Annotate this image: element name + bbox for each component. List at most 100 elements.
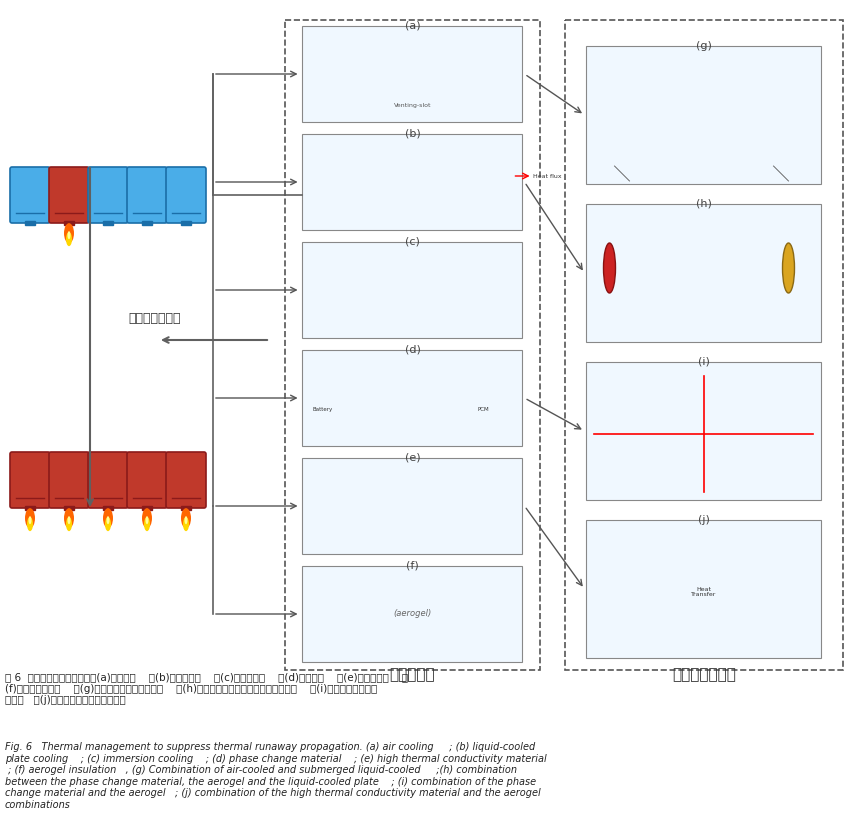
Bar xyxy=(586,362,821,500)
FancyBboxPatch shape xyxy=(165,167,206,223)
Text: 热失控传播抑制: 热失控传播抑制 xyxy=(129,312,181,324)
Bar xyxy=(327,398,497,408)
Bar xyxy=(387,259,412,325)
Circle shape xyxy=(725,372,791,438)
Bar xyxy=(302,242,522,338)
Ellipse shape xyxy=(28,516,32,524)
Bar xyxy=(413,46,451,107)
Bar xyxy=(322,583,502,649)
Ellipse shape xyxy=(184,516,188,524)
Circle shape xyxy=(616,431,682,496)
Bar xyxy=(327,386,497,396)
Bar xyxy=(459,259,484,325)
Bar xyxy=(317,46,355,107)
FancyBboxPatch shape xyxy=(165,452,206,508)
Bar xyxy=(594,376,813,492)
Bar xyxy=(417,508,517,543)
Text: Venting-slot: Venting-slot xyxy=(393,103,431,108)
Ellipse shape xyxy=(27,517,33,531)
Ellipse shape xyxy=(67,516,71,524)
Ellipse shape xyxy=(142,508,152,528)
Bar xyxy=(302,134,522,230)
Bar xyxy=(102,506,113,510)
Text: (e): (e) xyxy=(404,453,420,463)
Ellipse shape xyxy=(103,508,113,528)
Text: (aerogel): (aerogel) xyxy=(393,609,431,619)
Bar xyxy=(63,506,74,510)
Bar xyxy=(609,238,798,324)
Bar xyxy=(327,362,497,372)
Bar xyxy=(351,259,376,325)
Text: 热管理间的组合: 热管理间的组合 xyxy=(671,667,735,682)
Ellipse shape xyxy=(183,517,189,531)
FancyBboxPatch shape xyxy=(88,167,128,223)
Text: (c): (c) xyxy=(404,237,420,247)
Ellipse shape xyxy=(105,517,111,531)
Bar xyxy=(327,374,497,384)
Bar xyxy=(25,221,35,225)
Ellipse shape xyxy=(66,517,72,531)
Bar xyxy=(365,46,403,107)
Ellipse shape xyxy=(144,517,150,531)
Bar xyxy=(302,566,522,662)
FancyBboxPatch shape xyxy=(10,452,50,508)
Bar xyxy=(586,204,821,342)
Ellipse shape xyxy=(781,243,793,293)
Ellipse shape xyxy=(603,243,615,293)
Text: (h): (h) xyxy=(695,199,711,209)
Bar xyxy=(322,188,502,200)
Text: (b): (b) xyxy=(404,129,420,139)
Text: (g): (g) xyxy=(695,41,711,51)
Bar xyxy=(461,46,499,107)
Ellipse shape xyxy=(781,552,804,633)
Text: Battery: Battery xyxy=(312,407,333,412)
Bar xyxy=(309,256,515,324)
FancyBboxPatch shape xyxy=(10,167,50,223)
Ellipse shape xyxy=(64,223,74,243)
Bar xyxy=(322,174,502,186)
Bar xyxy=(312,470,412,505)
FancyBboxPatch shape xyxy=(88,452,128,508)
Text: Heat
Transfer: Heat Transfer xyxy=(690,587,716,598)
Circle shape xyxy=(616,372,682,438)
Bar xyxy=(63,221,74,225)
FancyBboxPatch shape xyxy=(127,167,167,223)
Bar xyxy=(180,221,191,225)
Bar xyxy=(302,458,522,554)
FancyBboxPatch shape xyxy=(49,167,89,223)
Bar xyxy=(322,146,502,158)
Ellipse shape xyxy=(181,508,191,528)
Text: (i): (i) xyxy=(697,357,709,367)
Text: (j): (j) xyxy=(697,515,709,525)
Text: Fig. 6   Thermal management to suppress thermal runaway propagation. (a) air coo: Fig. 6 Thermal management to suppress th… xyxy=(5,742,546,810)
Bar xyxy=(614,70,792,166)
Bar xyxy=(25,506,35,510)
Bar xyxy=(180,506,191,510)
Bar xyxy=(142,221,152,225)
Text: PCM: PCM xyxy=(477,407,489,412)
Bar xyxy=(586,46,821,184)
Bar xyxy=(586,520,821,658)
Text: 电池热管理: 电池热管理 xyxy=(389,667,435,682)
Circle shape xyxy=(725,431,791,496)
Bar xyxy=(322,160,502,172)
Text: (f): (f) xyxy=(406,561,418,571)
Bar xyxy=(423,259,448,325)
Ellipse shape xyxy=(145,516,148,524)
Bar xyxy=(302,26,522,122)
Bar xyxy=(327,410,497,420)
Bar xyxy=(302,350,522,446)
Ellipse shape xyxy=(603,552,624,633)
Bar xyxy=(312,508,412,543)
Bar xyxy=(102,221,113,225)
Text: 图 6  热管理抑制热失控传播。(a)空气冷却    ；(b)液冷板冷却    ；(c)浸没式冷却    ；(d)相变材料    ；(e)高导热材料    ；
: 图 6 热管理抑制热失控传播。(a)空气冷却 ；(b)液冷板冷却 ；(c)浸没式… xyxy=(5,672,408,706)
Text: Heat flux: Heat flux xyxy=(533,174,561,179)
FancyBboxPatch shape xyxy=(127,452,167,508)
Ellipse shape xyxy=(67,232,71,239)
Text: (d): (d) xyxy=(404,345,420,355)
Text: (a): (a) xyxy=(404,21,420,31)
Circle shape xyxy=(677,408,729,461)
Bar xyxy=(639,549,768,635)
Ellipse shape xyxy=(25,508,35,528)
Bar xyxy=(142,506,152,510)
